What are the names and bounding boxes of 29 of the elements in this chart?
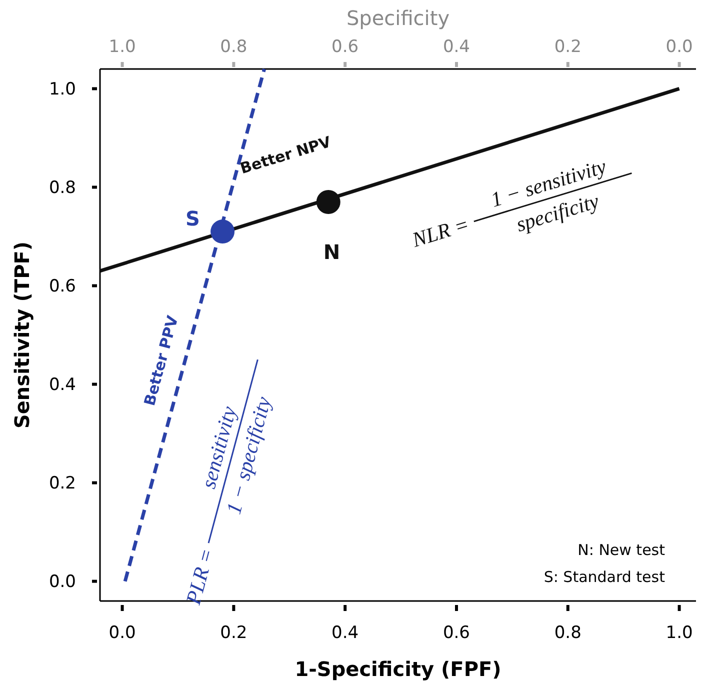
x-tick-label: 0.0 xyxy=(108,623,136,643)
x-tick-label: 1.0 xyxy=(666,623,693,643)
x-tick-label: 0.6 xyxy=(442,623,470,643)
x2-tick-label: 1.0 xyxy=(108,37,136,57)
x2-tick-label: 0.4 xyxy=(442,37,470,57)
y-tick-label: 0.2 xyxy=(48,474,76,494)
y-tick-label: 0.0 xyxy=(48,572,76,592)
x2-tick-label: 0.0 xyxy=(666,37,693,57)
annotation: S: Standard test xyxy=(544,568,666,586)
annotation: Better PPV xyxy=(140,313,182,408)
annotation: NLR = xyxy=(408,212,472,252)
x-tick-label: 0.2 xyxy=(220,623,248,643)
series-label: N xyxy=(323,240,340,264)
x2-tick-label: 0.8 xyxy=(220,37,248,57)
y-axis-title: Sensitivity (TPF) xyxy=(10,241,34,429)
x-tick-label: 0.4 xyxy=(332,623,359,643)
x2-tick-label: 0.6 xyxy=(332,37,359,57)
annotation: Better NPV xyxy=(238,132,334,178)
annotation: N: New test xyxy=(578,541,666,559)
y-tick-label: 1.0 xyxy=(48,80,76,100)
y-tick-label: 0.6 xyxy=(48,276,76,297)
x-tick-label: 0.8 xyxy=(554,623,582,643)
x2-tick-label: 0.2 xyxy=(554,37,582,57)
series-label: S xyxy=(186,206,200,231)
x-axis-title: 1-Specificity (FPF) xyxy=(294,657,502,681)
x2-axis-title: Specificity xyxy=(346,6,450,30)
y-tick-label: 0.8 xyxy=(48,178,76,198)
annotation: PLR = xyxy=(180,546,219,608)
y-tick-label: 0.4 xyxy=(48,375,76,396)
